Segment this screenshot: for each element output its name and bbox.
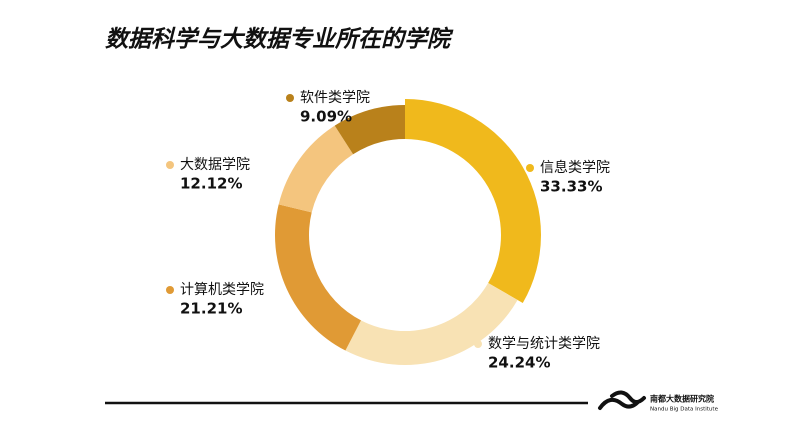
logo-cn: 南都大数据研究院	[650, 394, 714, 404]
category-label: 数学与统计类学院	[488, 336, 600, 352]
donut-segment	[274, 204, 362, 351]
category-label: 计算机类学院	[180, 282, 264, 298]
chart-title: 数据科学与大数据专业所在的学院	[105, 26, 454, 53]
donut-segment	[334, 105, 405, 155]
value-label: 21.21%	[180, 300, 242, 318]
logo-en: Nandu Big Data Institute	[650, 407, 719, 413]
legend-dot	[526, 164, 534, 172]
value-label: 12.12%	[180, 175, 242, 193]
logo-icon	[598, 390, 646, 410]
legend-dot	[474, 340, 482, 348]
legend-dot	[286, 94, 294, 102]
legend-dot	[166, 161, 174, 169]
value-label: 24.24%	[488, 354, 550, 372]
category-label: 软件类学院	[300, 90, 370, 106]
legend-dot	[166, 286, 174, 294]
category-label: 大数据学院	[180, 157, 250, 173]
donut-segment	[278, 125, 354, 213]
category-label: 信息类学院	[540, 159, 610, 176]
donut-segment	[405, 99, 542, 303]
value-label: 9.09%	[300, 108, 352, 126]
value-label: 33.33%	[540, 178, 602, 196]
